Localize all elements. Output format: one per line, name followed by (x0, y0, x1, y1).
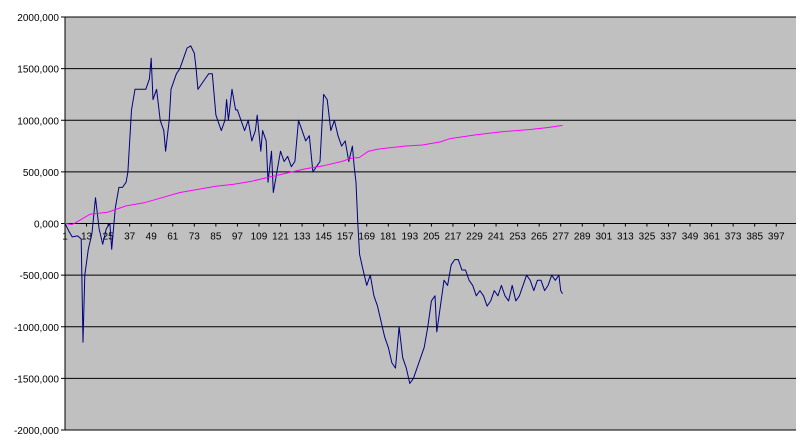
y-tick-label-0: 2000,000 (17, 13, 59, 24)
x-tick-label-25: 301 (595, 232, 612, 243)
x-tick-label-3: 37 (124, 232, 136, 243)
x-tick-label-33: 397 (768, 232, 785, 243)
y-tick-label-4: 0,000 (34, 220, 59, 231)
x-tick-label-13: 157 (337, 232, 354, 243)
series-2-line (64, 124, 563, 225)
x-tick-label-16: 193 (402, 232, 419, 243)
x-tick-label-15: 181 (380, 232, 397, 243)
y-tick-label-5: -500,000 (20, 271, 60, 282)
x-tick-label-31: 373 (725, 232, 742, 243)
x-tick-label-17: 205 (423, 232, 440, 243)
x-tick-label-22: 265 (531, 232, 548, 243)
x-tick-label-11: 133 (294, 232, 311, 243)
x-tick-label-19: 229 (466, 232, 483, 243)
series-1-line (64, 45, 563, 384)
x-tick-label-4: 49 (146, 232, 158, 243)
x-tick-label-8: 97 (232, 232, 244, 243)
y-axis-ticks: 2000,000 1500,000 1000,000 500,000 0,000 -500… (14, 13, 65, 437)
x-tick-label-14: 169 (358, 232, 375, 243)
x-tick-label-23: 277 (552, 232, 569, 243)
x-tick-label-28: 337 (660, 232, 677, 243)
x-tick-label-2: 25 (103, 232, 115, 243)
x-tick-label-9: 109 (251, 232, 268, 243)
y-tick-label-1: 1500,000 (17, 65, 59, 76)
series-lines (64, 45, 563, 384)
x-tick-label-32: 385 (746, 232, 763, 243)
x-tick-label-5: 61 (167, 232, 179, 243)
x-tick-label-12: 145 (315, 232, 332, 243)
x-tick-label-20: 241 (488, 232, 505, 243)
x-tick-label-21: 253 (509, 232, 526, 243)
y-tick-label-7: -1500,000 (14, 374, 59, 385)
x-tick-label-26: 313 (617, 232, 634, 243)
x-axis: 1 13 25 37 49 61 73 85 97 109 121 133 145 157 169 181 19… (62, 223, 785, 243)
x-tick-label-1: 13 (81, 232, 93, 243)
x-tick-label-27: 325 (639, 232, 656, 243)
x-tick-label-29: 349 (682, 232, 699, 243)
x-tick-label-6: 73 (189, 232, 201, 243)
x-tick-label-24: 289 (574, 232, 591, 243)
y-tick-label-8: -2000,000 (14, 426, 59, 437)
x-tick-label-10: 121 (272, 232, 289, 243)
x-tick-label-30: 361 (703, 232, 720, 243)
y-tick-label-2: 1000,000 (17, 116, 59, 127)
y-tick-label-6: -1000,000 (14, 323, 59, 334)
x-tick-label-18: 217 (445, 232, 462, 243)
y-tick-label-3: 500,000 (23, 168, 60, 179)
x-tick-label-7: 85 (210, 232, 222, 243)
x-tick-label-0: 1 (62, 232, 68, 243)
